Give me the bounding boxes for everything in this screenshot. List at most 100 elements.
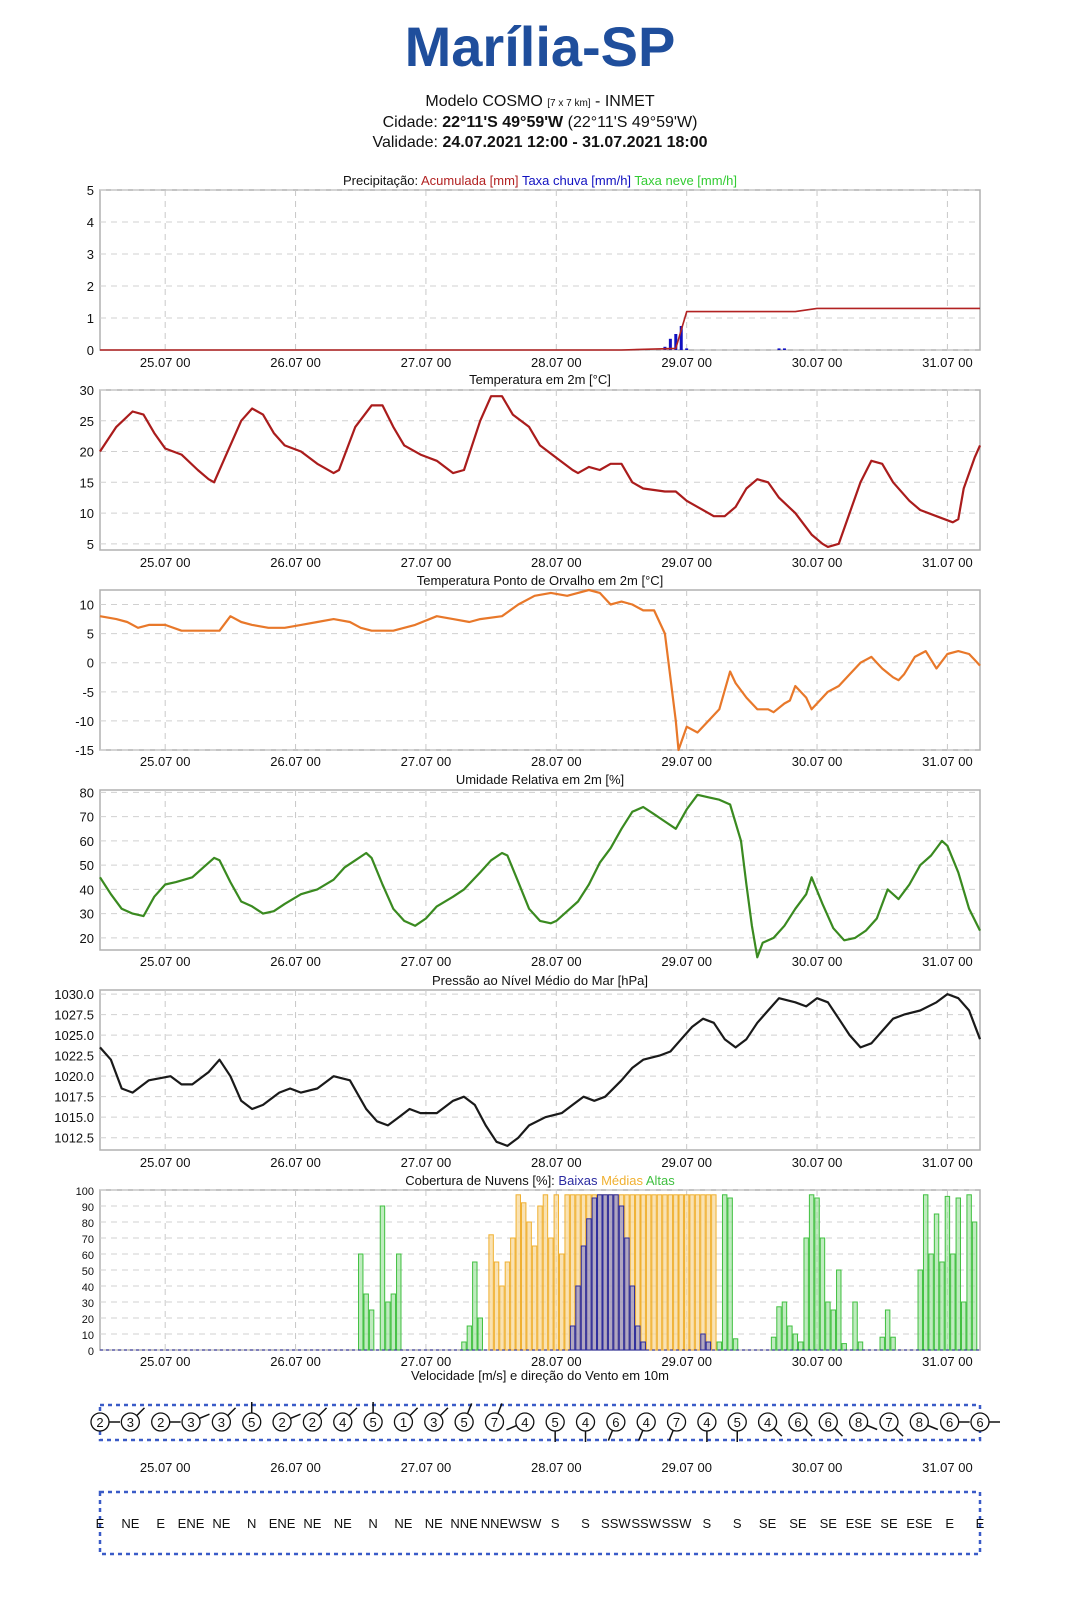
- cloud-low-bar: [569, 1325, 576, 1351]
- y-tick-label: -5: [82, 685, 94, 700]
- wind-arrow: [348, 1407, 358, 1417]
- wind-arrow: [803, 1427, 813, 1437]
- cloud-mid-bar: [678, 1194, 684, 1351]
- cloud-high-bar: [890, 1336, 896, 1351]
- wind-direction-label: S: [551, 1516, 560, 1531]
- cloud-mid-bar: [499, 1285, 505, 1351]
- cloud-high-bar: [477, 1317, 483, 1351]
- wind-direction-label: E: [976, 1516, 985, 1531]
- rain-rate-bar: [668, 338, 672, 350]
- cloud-mid-bar: [553, 1194, 560, 1351]
- wind-speed-circle: [484, 1412, 505, 1432]
- cloud-high-bar: [922, 1194, 929, 1351]
- wind-direction-label: NNE: [450, 1516, 478, 1531]
- x-tick-label: 25.07 00: [140, 555, 191, 570]
- cloud-mid-bar: [700, 1194, 706, 1351]
- x-tick-label: 30.07 00: [792, 754, 843, 769]
- cloud-low-bar: [629, 1285, 636, 1351]
- cloud-high-bar: [787, 1325, 793, 1351]
- temperature-line: [99, 395, 982, 548]
- x-tick-label: 30.07 00: [792, 1354, 843, 1369]
- y-tick-label: 70: [82, 1234, 94, 1246]
- chart-title: Temperatura em 2m [°C]: [469, 372, 611, 387]
- wind-direction-label: WSW: [508, 1516, 542, 1531]
- y-tick-label: 10: [82, 1330, 94, 1342]
- cloud-mid-bar: [673, 1194, 679, 1351]
- wind-speed-label: 7: [491, 1415, 498, 1430]
- wind-speed-label: 6: [946, 1415, 953, 1430]
- cloud-high-bar: [363, 1293, 369, 1351]
- chart-title: Pressão ao Nível Médio do Mar [hPa]: [432, 973, 648, 988]
- wind-speed-circle: [424, 1412, 444, 1432]
- wind-direction-label: N: [247, 1516, 256, 1531]
- cloud-high-bar: [836, 1269, 842, 1351]
- wind-direction-label: NE: [212, 1516, 230, 1531]
- y-tick-label: 80: [82, 1218, 94, 1230]
- cloud-low-bar: [575, 1285, 581, 1351]
- y-tick-label: 0: [87, 343, 94, 358]
- x-tick-label: 26.07 00: [270, 555, 321, 570]
- wind-direction-label: ESE: [906, 1516, 932, 1531]
- cloud-high-bar: [466, 1325, 473, 1351]
- y-tick-label: 10: [80, 598, 94, 613]
- legend-entry: Baixas: [558, 1173, 601, 1188]
- wind-speed-circle: [666, 1412, 687, 1432]
- cloud-mid-bar: [531, 1245, 538, 1351]
- wind-arrow: [638, 1430, 644, 1441]
- wind-arrow: [199, 1413, 210, 1420]
- wind-direction-box: [98, 1490, 982, 1556]
- cloud-high-bar: [732, 1338, 739, 1351]
- wind-direction-label: SSW: [601, 1516, 631, 1531]
- cloud-high-bar: [944, 1195, 951, 1351]
- cloud-mid-bar: [667, 1194, 674, 1351]
- x-tick-label: 28.07 00: [531, 1460, 582, 1475]
- cloud-high-bar: [819, 1237, 826, 1351]
- wind-direction-label: E: [945, 1516, 954, 1531]
- y-tick-label: 1015.0: [54, 1110, 94, 1125]
- legend-entry: Altas: [646, 1173, 675, 1188]
- validity-range: 24.07.2021 12:00 - 31.07.2021 18:00: [442, 134, 708, 151]
- wind-arrow: [866, 1424, 878, 1431]
- cloud-high-bar: [390, 1293, 397, 1351]
- plot-frame: [99, 189, 981, 351]
- y-tick-label: 1: [87, 311, 94, 326]
- wind-speed-circle: [242, 1412, 262, 1432]
- wind-speed-circle: [363, 1412, 383, 1432]
- cloud-mid-bar: [662, 1194, 668, 1351]
- cloud-low-bar: [586, 1218, 592, 1351]
- wind-speed-circle: [606, 1412, 626, 1432]
- x-tick-label: 30.07 00: [792, 355, 843, 370]
- cloud-mid-bar: [705, 1194, 712, 1351]
- cloud-mid-bar: [526, 1221, 532, 1351]
- cloud-mid-bar: [694, 1194, 701, 1351]
- wind-speed-label: 7: [673, 1415, 680, 1430]
- cloud-high-bar: [461, 1341, 467, 1351]
- wind-speed-circle: [151, 1412, 171, 1432]
- cloud-high-bar: [396, 1253, 402, 1351]
- wind-direction-label: SSW: [662, 1516, 692, 1531]
- wind-speed-label: 6: [794, 1415, 801, 1430]
- cloud-high-bar: [472, 1261, 478, 1351]
- cloud-mid-bar: [651, 1194, 657, 1351]
- x-tick-label: 29.07 00: [661, 954, 712, 969]
- wind-speed-label: 5: [552, 1415, 559, 1430]
- cloud-mid-bar: [515, 1194, 521, 1351]
- cloud-low-bar: [602, 1194, 608, 1351]
- x-tick-label: 30.07 00: [792, 1460, 843, 1475]
- cloud-high-bar: [950, 1253, 956, 1351]
- validity-line: Validade: 24.07.2021 12:00 - 31.07.2021 …: [0, 133, 1080, 153]
- wind-direction-label: NE: [394, 1516, 412, 1531]
- cloud-mid-bar: [488, 1234, 494, 1351]
- y-tick-label: 1020.0: [54, 1069, 94, 1084]
- wind-direction-label: SE: [880, 1516, 898, 1531]
- rain-rate-bar: [674, 334, 678, 350]
- cloud-high-bar: [939, 1261, 945, 1351]
- plot-frame: [99, 389, 981, 551]
- y-tick-label: 60: [82, 1250, 94, 1262]
- x-tick-label: 31.07 00: [922, 555, 973, 570]
- city-coords-alt: (22°11'S 49°59'W): [567, 114, 698, 131]
- x-tick-label: 29.07 00: [661, 1155, 712, 1170]
- y-tick-label: 0: [88, 1346, 94, 1358]
- cloud-high-bar: [716, 1341, 722, 1351]
- y-tick-label: 70: [80, 810, 94, 825]
